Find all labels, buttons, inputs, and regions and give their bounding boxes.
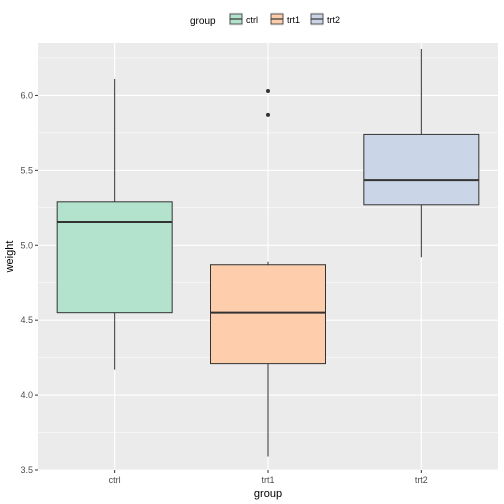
legend-title: group — [190, 16, 216, 27]
x-tick-label: trt1 — [261, 475, 274, 485]
legend-item-ctrl: ctrl — [229, 12, 258, 26]
iqr-box — [56, 201, 173, 314]
box-trt2 — [363, 48, 480, 258]
y-tick-label: 4.0 — [20, 390, 33, 400]
iqr-box — [210, 264, 326, 365]
outlier-point — [266, 112, 270, 117]
legend-label: ctrl — [246, 15, 258, 25]
y-axis-title: weight — [4, 241, 16, 274]
iqr-box — [363, 133, 480, 206]
box-trt1 — [210, 88, 326, 457]
outlier-point — [266, 88, 270, 93]
y-tick-label: 6.0 — [20, 90, 33, 100]
legend-item-trt1: trt1 — [270, 12, 300, 26]
legend-label: trt1 — [287, 15, 300, 25]
y-tick-label: 5.5 — [20, 165, 33, 175]
y-axis: 3.5 4.0 4.5 5.0 5.5 6.0 — [20, 90, 38, 475]
x-axis-title: group — [254, 488, 282, 500]
legend-item-trt2: trt2 — [310, 12, 340, 26]
legend: group ctrl trt1 trt2 — [190, 12, 340, 27]
x-tick-label: ctrl — [109, 475, 121, 485]
box-ctrl — [56, 78, 173, 370]
y-tick-label: 5.0 — [20, 240, 33, 250]
x-tick-label: trt2 — [415, 475, 428, 485]
y-tick-label: 3.5 — [20, 465, 33, 475]
legend-label: trt2 — [327, 15, 340, 25]
x-axis: ctrl trt1 trt2 — [109, 470, 428, 485]
boxes — [56, 48, 480, 457]
y-tick-label: 4.5 — [20, 315, 33, 325]
